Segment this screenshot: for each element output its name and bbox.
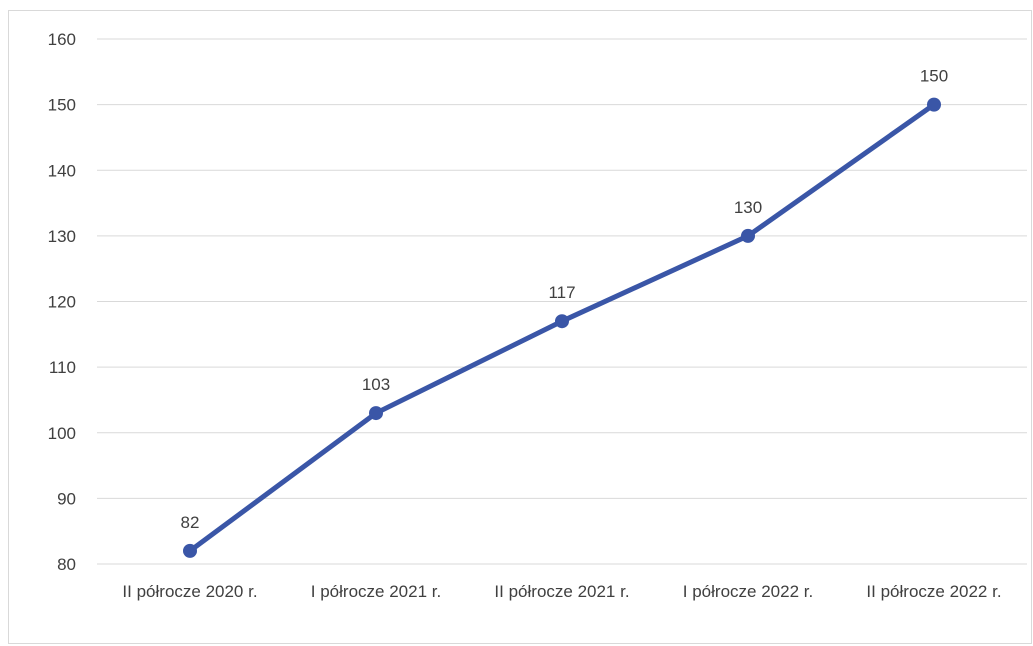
data-point-2 (369, 406, 383, 421)
data-point-5 (927, 97, 941, 112)
data-label-1: 82 (181, 513, 200, 532)
y-tick-label-80: 80 (57, 555, 76, 574)
data-point-3 (555, 314, 569, 329)
data-label-3: 117 (548, 283, 575, 302)
data-label-4: 130 (734, 198, 762, 217)
y-tick-label-110: 110 (49, 358, 76, 377)
data-point-1 (183, 543, 197, 558)
data-point-4 (741, 228, 755, 243)
x-tick-label-2: I półrocze 2021 r. (311, 582, 441, 601)
y-tick-label-120: 120 (48, 293, 76, 312)
data-label-2: 103 (362, 375, 390, 394)
data-labels: 82 103 117 130 150 (181, 67, 949, 532)
x-axis-tick-labels: II półrocze 2020 r. I półrocze 2021 r. II … (122, 582, 1001, 601)
x-tick-label-1: II półrocze 2020 r. (122, 582, 257, 601)
y-axis-tick-labels: 80 90 100 110 120 130 140 150 160 (48, 30, 76, 574)
data-points (183, 97, 941, 558)
y-tick-label-140: 140 (48, 161, 76, 180)
x-tick-label-3: II półrocze 2021 r. (494, 582, 629, 601)
y-tick-label-100: 100 (48, 424, 76, 443)
x-tick-label-5: II półrocze 2022 r. (866, 582, 1001, 601)
data-label-5: 150 (920, 67, 948, 86)
y-tick-label-90: 90 (57, 489, 76, 508)
x-tick-label-4: I półrocze 2022 r. (683, 582, 813, 601)
grid-lines (97, 38, 1027, 565)
chart-frame (8, 10, 1032, 644)
y-tick-label-160: 160 (48, 30, 76, 49)
y-tick-label-130: 130 (48, 227, 76, 246)
y-tick-label-150: 150 (48, 96, 76, 115)
